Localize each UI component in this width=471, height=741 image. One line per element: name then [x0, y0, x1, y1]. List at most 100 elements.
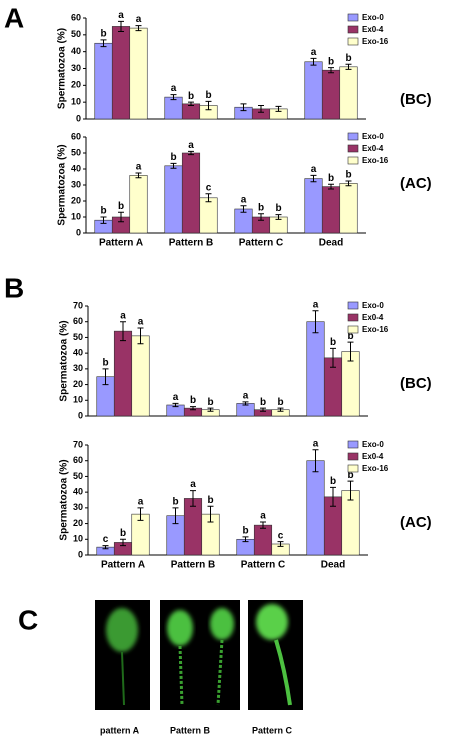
y-tick-label: 30 [73, 502, 83, 512]
y-tick-label: 0 [76, 227, 81, 237]
significance-letter: b [118, 201, 124, 212]
significance-letter: a [188, 140, 194, 151]
error-bar [240, 205, 247, 213]
y-tick-label: 30 [73, 363, 83, 373]
error-bar [100, 216, 107, 224]
y-tick-label: 70 [73, 439, 83, 449]
micrographs [95, 600, 303, 710]
sperm-head [106, 608, 138, 652]
significance-letter: b [260, 397, 266, 408]
error-bar [118, 211, 124, 223]
error-bar [260, 521, 266, 529]
y-tick-label: 60 [73, 455, 83, 465]
y-axis-label: Spermatozoa (%) [59, 459, 70, 540]
y-tick-label: 50 [73, 332, 83, 342]
y-tick-label: 10 [73, 395, 83, 405]
error-bar [277, 407, 284, 412]
legend-swatch [347, 301, 359, 310]
bar [164, 96, 183, 120]
legend-label: Exo-16 [362, 325, 389, 334]
side-label: (AC) [400, 514, 432, 531]
significance-letter: b [345, 170, 351, 181]
error-bar [188, 150, 194, 156]
legend-swatch [347, 132, 359, 141]
significance-letter: a [243, 390, 249, 401]
legend-label: Exo-0 [362, 440, 384, 449]
significance-letter: b [190, 395, 196, 406]
image-label: pattern A [100, 725, 140, 735]
significance-letter: c [206, 182, 212, 193]
sperm-head [210, 608, 234, 640]
sperm-tail [121, 651, 125, 706]
legend-label: Exo-0 [362, 301, 384, 310]
x-tick-label: Pattern C [241, 560, 285, 571]
significance-letter: a [138, 317, 144, 328]
error-bar [312, 310, 319, 334]
bar [321, 69, 341, 120]
y-axis-label: Spermatozoa (%) [57, 28, 68, 109]
error-bar [275, 214, 282, 220]
legend-swatch [347, 156, 359, 165]
legend-swatch [347, 144, 359, 153]
error-bar [205, 100, 212, 111]
y-tick-label: 50 [73, 471, 83, 481]
bar [339, 183, 358, 234]
legend-label: Ex0-4 [362, 144, 384, 153]
significance-letter: b [170, 152, 176, 163]
error-bar [135, 172, 142, 179]
significance-letter: b [277, 397, 283, 408]
side-label: (BC) [400, 375, 432, 392]
y-tick-label: 60 [71, 12, 81, 22]
bar [129, 27, 148, 120]
y-tick-label: 0 [78, 549, 83, 559]
error-bar [172, 402, 179, 408]
legend-swatch [347, 25, 359, 34]
error-bar [242, 536, 249, 543]
sperm-head [256, 604, 288, 640]
x-tick-label: Pattern B [171, 560, 215, 571]
error-bar [310, 174, 317, 183]
bar [164, 165, 183, 234]
side-label: (BC) [400, 91, 432, 108]
error-bar [188, 101, 194, 107]
error-bar [347, 480, 354, 501]
y-tick-label: 40 [71, 46, 81, 56]
significance-letter: a [136, 14, 142, 25]
y-tick-label: 50 [71, 29, 81, 39]
bar [129, 175, 148, 234]
significance-letter: b [330, 337, 336, 348]
x-tick-label: Dead [321, 560, 345, 571]
panel-label: C [18, 604, 38, 635]
legend-swatch [347, 325, 359, 334]
error-bar [102, 545, 109, 550]
significance-letter: b [347, 470, 353, 481]
bar [339, 66, 358, 120]
legend-label: Ex0-4 [362, 452, 384, 461]
y-tick-label: 60 [73, 316, 83, 326]
significance-letter: a [173, 392, 179, 403]
error-bar [328, 67, 334, 74]
significance-letter: a [171, 83, 177, 94]
error-bar [242, 401, 249, 406]
error-bar [118, 20, 124, 32]
legend-label: Exo-16 [362, 37, 389, 46]
significance-letter: b [100, 29, 106, 40]
legend-label: Ex0-4 [362, 25, 384, 34]
error-bar [170, 162, 177, 169]
error-bar [345, 63, 352, 70]
y-tick-label: 0 [76, 113, 81, 123]
y-tick-label: 20 [73, 379, 83, 389]
y-tick-label: 20 [71, 195, 81, 205]
x-tick-label: Dead [319, 238, 343, 249]
bar [94, 42, 113, 120]
x-tick-label: Pattern B [169, 238, 213, 249]
error-bar [135, 25, 142, 32]
error-bar [258, 213, 264, 221]
error-bar [120, 538, 126, 547]
significance-letter: b [120, 528, 126, 539]
error-bar [137, 507, 144, 521]
legend-swatch [347, 37, 359, 46]
error-bar [330, 347, 336, 368]
significance-letter: a [136, 162, 142, 173]
